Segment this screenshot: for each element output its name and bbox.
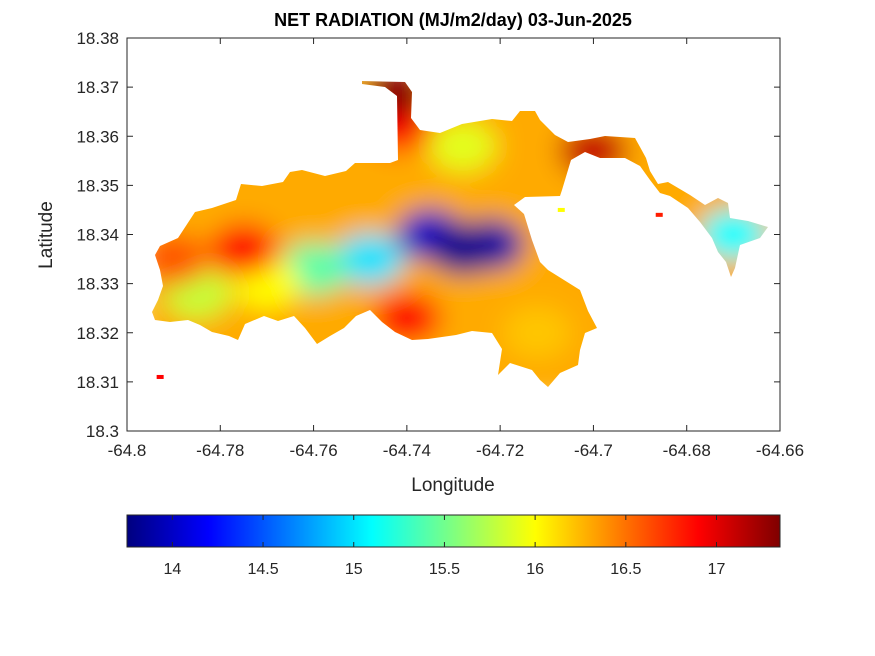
colorbar-tick-label: 14 (163, 561, 181, 578)
colorbar-tick-label: 16 (526, 561, 544, 578)
islets (156, 207, 663, 379)
colorbar-tick-label: 15 (345, 561, 363, 578)
chart-title: NET RADIATION (MJ/m2/day) 03-Jun-2025 (274, 10, 632, 30)
y-axis: 18.3 18.31 18.32 18.33 18.34 18.35 18.36 18.37 1… (76, 29, 780, 441)
islet (557, 207, 565, 212)
x-tick-label: -64.78 (196, 441, 244, 460)
colorbar-tick-label: 15.5 (429, 561, 460, 578)
colorbar-tick-label: 17 (708, 561, 726, 578)
y-tick-label: 18.3 (86, 422, 119, 441)
field-region (209, 223, 278, 276)
field-region (489, 149, 558, 202)
islet (156, 374, 164, 379)
y-tick-label: 18.33 (76, 275, 119, 294)
colorbar (126, 514, 781, 548)
y-tick-label: 18.36 (76, 127, 119, 146)
colorbar-tick-label: 14.5 (247, 561, 278, 578)
field-region (428, 223, 497, 276)
x-tick-label: -64.76 (289, 441, 337, 460)
x-tick-label: -64.74 (383, 441, 431, 460)
field-region (428, 120, 497, 173)
y-tick-label: 18.38 (76, 29, 119, 48)
islet (655, 212, 663, 217)
y-tick-label: 18.37 (76, 78, 119, 97)
colorbar-tick-label: 16.5 (610, 561, 641, 578)
x-tick-label: -64.68 (663, 441, 711, 460)
x-axis: -64.8 -64.78 -64.76 -64.74 -64.72 -64.7 -64.68… (108, 38, 804, 460)
colorbar-ticks: 14 14.5 15 15.5 16 16.5 17 (163, 515, 726, 578)
x-tick-label: -64.7 (574, 441, 613, 460)
x-tick-label: -64.72 (476, 441, 524, 460)
y-tick-label: 18.31 (76, 373, 119, 392)
field-region (335, 233, 404, 286)
y-tick-label: 18.35 (76, 176, 119, 195)
x-tick-label: -64.66 (756, 441, 804, 460)
field-region (503, 306, 572, 359)
y-tick-label: 18.32 (76, 324, 119, 343)
x-tick-label: -64.8 (108, 441, 147, 460)
y-tick-label: 18.34 (76, 226, 119, 245)
y-axis-label: Latitude (36, 201, 57, 269)
x-axis-label: Longitude (411, 475, 494, 496)
